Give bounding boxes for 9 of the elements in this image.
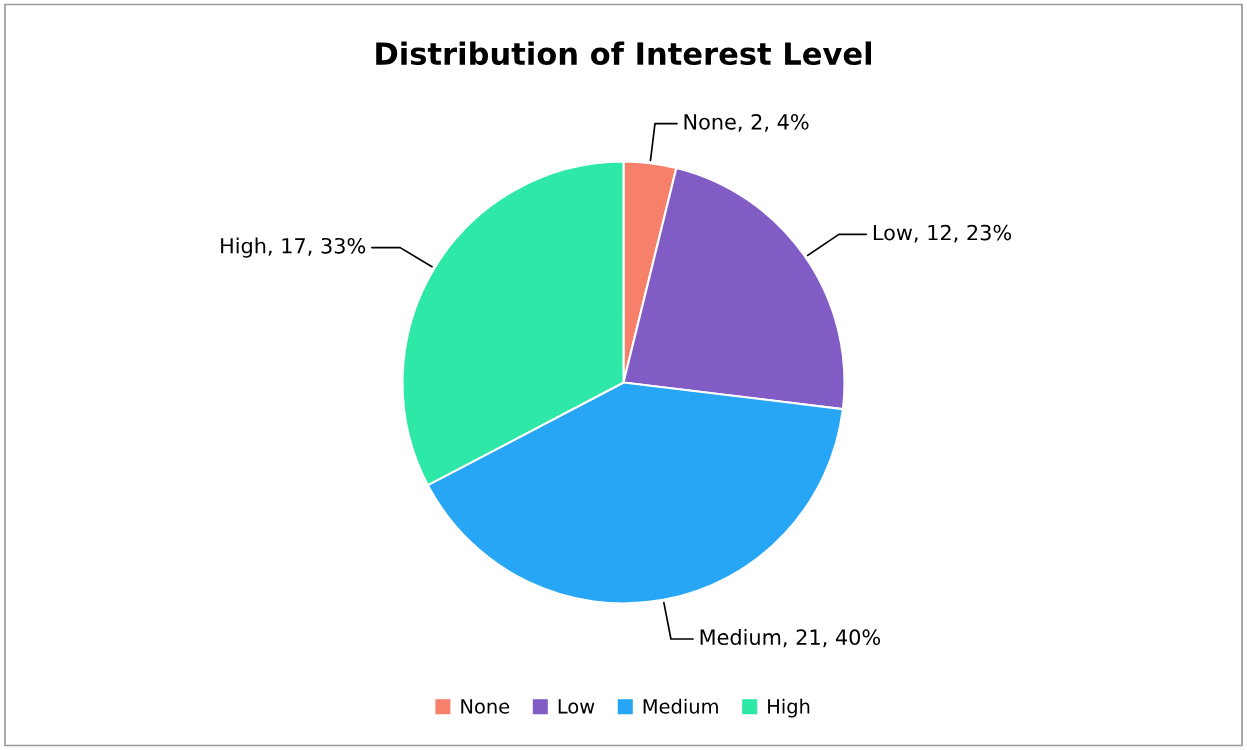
data-label: High, 17, 33% bbox=[221, 237, 366, 258]
legend-label: Medium bbox=[643, 698, 718, 714]
legend-label: High bbox=[768, 698, 810, 718]
data-label: Medium, 21, 40% bbox=[700, 628, 881, 648]
chart-title: Distribution of Interest Level bbox=[376, 41, 872, 66]
data-label: Low, 12, 23% bbox=[873, 224, 1012, 243]
data-label: None, 2, 4% bbox=[684, 113, 809, 132]
legend-label: Low bbox=[558, 699, 595, 714]
legend-label: None bbox=[461, 699, 510, 714]
